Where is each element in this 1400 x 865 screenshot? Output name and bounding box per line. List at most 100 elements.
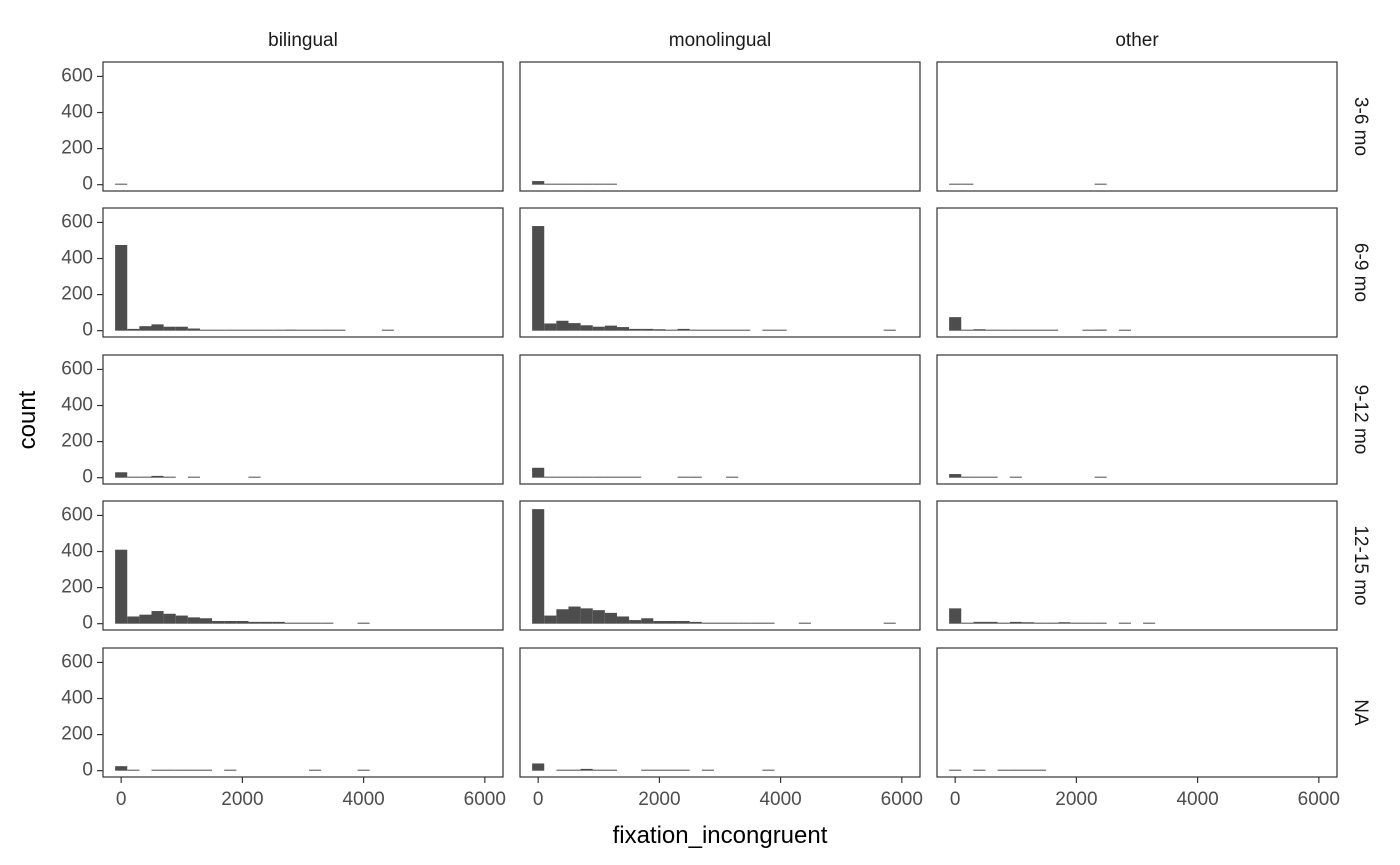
panel-border [936, 207, 1338, 338]
histogram-bar [532, 509, 545, 624]
histogram-bar [115, 549, 128, 624]
histogram-bar [641, 618, 654, 624]
panel-bilingual-9-12-mo [102, 354, 504, 485]
histogram-bar [762, 622, 775, 624]
histogram-bar [309, 329, 322, 331]
histogram-bar [701, 769, 714, 771]
row-strip-9-12-mo: 9-12 mo [1350, 385, 1371, 455]
histogram-bar [1082, 329, 1095, 331]
histogram-bar [175, 769, 188, 771]
histogram-bar [629, 620, 642, 624]
histogram-bar [629, 328, 642, 331]
column-strip-other: other [1115, 30, 1159, 51]
histogram-bar [677, 328, 690, 331]
y-tick-label: 0 [82, 174, 93, 195]
y-tick-label: 200 [61, 284, 93, 305]
histogram-bar [883, 622, 896, 624]
histogram-bar [665, 769, 678, 771]
histogram-bar [1009, 476, 1022, 478]
histogram-bar [738, 622, 751, 624]
y-tick-label: 400 [61, 395, 93, 416]
histogram-bar [592, 183, 605, 185]
histogram-bar [532, 467, 545, 478]
histogram-bar [248, 329, 261, 331]
histogram-bar [1046, 329, 1059, 331]
histogram-bar [997, 769, 1010, 771]
histogram-bar [750, 622, 763, 624]
x-tick-label: 6000 [464, 789, 506, 810]
histogram-bar [175, 326, 188, 331]
x-tick-label: 2000 [1055, 789, 1097, 810]
histogram-bar [949, 769, 962, 771]
x-tick-label: 0 [116, 789, 127, 810]
y-tick-label: 0 [82, 320, 93, 341]
histogram-bar [115, 183, 128, 185]
panel-border [519, 500, 921, 631]
histogram-bar [1033, 329, 1047, 331]
histogram-bar [653, 769, 666, 771]
x-axis-title: fixation_incongruent [613, 822, 828, 849]
histogram-bar [224, 329, 237, 331]
row-strip-3-6-mo: 3-6 mo [1350, 97, 1371, 156]
histogram-bar [1118, 329, 1131, 331]
histogram-bar [677, 476, 690, 478]
histogram-bar [1094, 476, 1107, 478]
histogram-bar [284, 329, 297, 331]
histogram-bar [961, 476, 974, 478]
histogram-bar [260, 329, 273, 331]
row-strip-6-9-mo: 6-9 mo [1350, 243, 1371, 302]
histogram-bar [713, 622, 727, 624]
histogram-bar [798, 622, 811, 624]
histogram-bar [973, 476, 986, 478]
histogram-bar [127, 328, 140, 331]
panel-monolingual-12-15-mo [519, 500, 921, 631]
panel-border [936, 354, 1338, 485]
histogram-bar [973, 329, 986, 331]
histogram-bar [653, 620, 666, 624]
histogram-bar [1009, 769, 1022, 771]
y-tick-label: 400 [61, 541, 93, 562]
histogram-bar [973, 769, 986, 771]
histogram-bar [115, 766, 128, 771]
y-tick-label: 400 [61, 248, 93, 269]
histogram-bar [1046, 622, 1059, 624]
histogram-bar [544, 323, 557, 331]
histogram-bar [309, 622, 322, 624]
histogram-bar [961, 622, 974, 624]
histogram-bar [726, 329, 739, 331]
panel-border [936, 61, 1338, 192]
panel-border [519, 647, 921, 778]
histogram-bar [665, 620, 678, 624]
histogram-bar [163, 476, 176, 478]
histogram-bar [236, 620, 249, 624]
histogram-bar [544, 183, 557, 185]
x-tick-label: 4000 [342, 789, 384, 810]
histogram-bar [187, 476, 200, 478]
histogram-bar [689, 329, 702, 331]
histogram-bar [321, 622, 334, 624]
histogram-bar [556, 320, 569, 331]
histogram-bar [187, 328, 200, 331]
panel-bilingual-na [102, 647, 504, 778]
histogram-bar [701, 622, 714, 624]
histogram-bar [544, 615, 557, 624]
histogram-bar [272, 621, 285, 624]
x-tick-label: 2000 [638, 789, 680, 810]
histogram-bar [1021, 329, 1034, 331]
panel-other-12-15-mo [936, 500, 1338, 631]
histogram-bar [115, 244, 128, 331]
histogram-bar [985, 476, 998, 478]
histogram-bar [997, 329, 1010, 331]
histogram-bar [272, 329, 285, 331]
histogram-bar [556, 609, 569, 624]
panel-other-6-9-mo [936, 207, 1338, 338]
histogram-bar [151, 324, 164, 331]
histogram-bar [580, 608, 593, 624]
histogram-bar [1009, 329, 1022, 331]
panel-monolingual-6-9-mo [519, 207, 921, 338]
histogram-bar [997, 622, 1010, 624]
x-tick-label: 6000 [1298, 789, 1340, 810]
histogram-bar [973, 621, 986, 624]
histogram-bar [127, 616, 140, 624]
histogram-bar [1094, 622, 1107, 624]
